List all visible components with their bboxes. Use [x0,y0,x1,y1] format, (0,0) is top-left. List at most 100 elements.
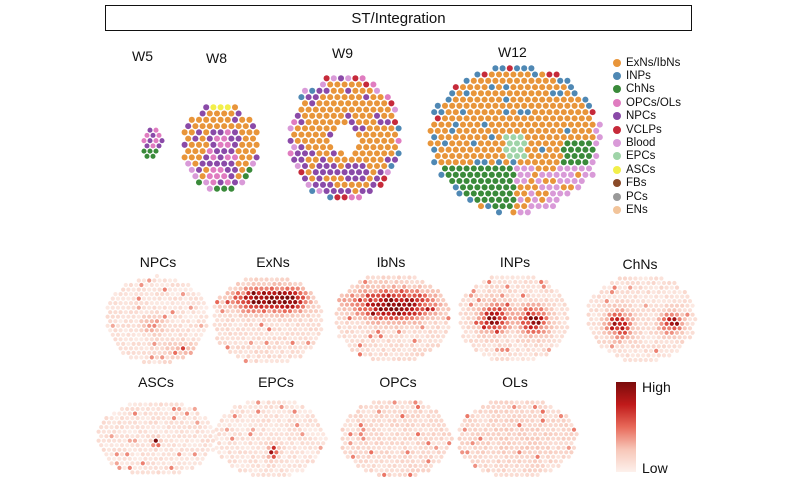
cluster-spot [434,102,441,109]
heat-spot [115,323,121,328]
legend-item: OPCs/OLs [613,96,681,109]
cluster-spot [531,134,539,141]
heat-spot [126,332,131,337]
cluster-spot [510,209,517,216]
heat-spot [382,463,387,468]
cluster-spot [553,121,560,128]
heat-spot [633,330,638,335]
heat-spot [569,423,574,428]
heat-spot [519,427,525,432]
heat-spot [227,450,232,455]
heat-spot [222,313,228,318]
heat-spot [269,414,274,419]
heat-spot [217,432,222,437]
heat-spot [344,320,350,325]
heat-spot [139,310,144,315]
heat-spot [479,311,484,316]
cluster-spot [492,77,499,84]
cluster-spot [239,141,246,148]
heat-spot [402,472,408,477]
heat-spot [127,447,132,452]
cluster-spot [567,146,575,153]
heat-spot [115,305,121,310]
heat-spot [173,278,178,283]
heat-spot [446,307,451,312]
heat-spot [183,287,188,292]
heat-spot [506,423,512,428]
heat-spot [520,347,526,352]
heat-spot [467,427,473,432]
cluster-spot [384,119,391,126]
legend-label: INPs [626,70,651,83]
heat-spot [553,450,558,455]
heat-spot [217,331,222,336]
heat-spot [164,438,169,443]
heat-spot [620,299,625,304]
heat-spot [502,289,507,294]
heat-spot [300,441,305,446]
heat-spot [250,445,256,450]
cluster-spot [316,125,323,132]
heat-spot [435,316,441,321]
heat-spot [527,432,532,437]
heat-spot [289,432,295,437]
cluster-spot [427,140,434,147]
heat-spot [274,432,279,437]
heat-spot [154,282,160,288]
heat-spot [561,427,566,432]
heat-spot [651,299,656,304]
cluster-spot [467,184,474,191]
heat-spot [140,406,145,412]
heat-spot [520,311,526,316]
cluster-spot [217,104,224,111]
heat-spot [353,414,358,419]
heat-spot [370,338,376,343]
heat-spot [515,338,520,343]
heat-spot [160,319,165,324]
cluster-spot [560,96,567,103]
cluster-spot [589,159,596,166]
cluster-spot [492,127,499,134]
heat-spot [515,284,520,289]
heat-spot [269,313,274,318]
heat-spot [408,400,413,405]
colorbar-low-label: Low [642,460,668,476]
heat-spot [522,468,527,473]
heat-spot [410,414,415,419]
heat-spot [501,404,506,410]
cluster-spot [495,184,503,191]
heat-spot [358,450,363,455]
cluster-spot [370,106,377,113]
cluster-spot [352,162,359,170]
heat-spot [462,436,467,441]
heat-spot [492,289,497,294]
heat-spot [235,427,240,432]
heat-spot [208,434,213,439]
heat-spot [246,300,251,305]
heat-spot [350,302,355,307]
heat-spot [215,318,220,323]
heat-spot [643,339,648,344]
cluster-spot [467,121,474,128]
heat-spot [108,310,113,315]
heat-spot [392,454,397,459]
heat-spot [261,463,266,468]
heat-spot [348,441,353,446]
cluster-spot [377,106,384,113]
heat-spot [425,343,430,348]
cluster-spot [467,84,474,91]
heat-spot [533,334,539,339]
heat-spot [441,423,447,428]
heat-spot [515,311,520,316]
cluster-spot [242,160,249,167]
cluster-spot [506,65,513,72]
heat-spot [266,445,271,450]
heat-spot [674,285,680,290]
heat-spot [409,352,415,357]
heat-spot [361,418,366,423]
heat-spot [254,304,259,309]
heat-spot [428,418,434,423]
cluster-spot [539,121,546,128]
cluster-spot [246,166,253,173]
heat-spot [125,461,130,466]
